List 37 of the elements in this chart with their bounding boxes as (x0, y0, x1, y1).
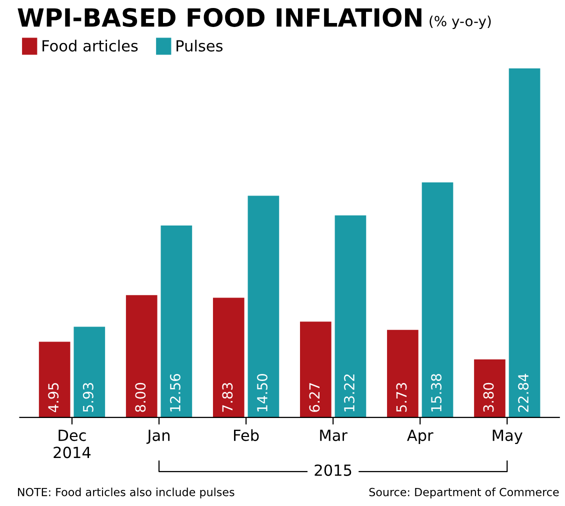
data-label: 7.83 (222, 383, 233, 412)
data-label: 13.22 (344, 374, 355, 412)
bar (126, 295, 158, 418)
x-tick-label: Mar (320, 430, 348, 442)
bar (300, 322, 332, 418)
x-tick-label: Apr (407, 430, 434, 444)
bar (160, 225, 192, 418)
bar (38, 342, 70, 418)
text: 2015 (314, 464, 352, 476)
chart-title: WPI-BASED FOOD INFLATION (18, 8, 422, 27)
data-label: 15.38 (431, 374, 442, 412)
bar (387, 330, 418, 418)
data-label: 5.93 (82, 383, 94, 412)
x-tick-label: Jan (146, 430, 170, 444)
x-tick-label: Dec 2014 (54, 430, 91, 458)
data-label: 12.56 (170, 374, 180, 412)
data-label: 8.00 (135, 382, 146, 412)
x-tick-label: May (492, 430, 522, 444)
bar (74, 326, 106, 418)
text: NOTE: Food articles also include pulses (18, 488, 234, 498)
bar (212, 298, 244, 418)
bar (422, 182, 454, 418)
legend-label: Pulses (176, 40, 223, 52)
x-tick-label: Feb (234, 429, 259, 442)
bar (508, 68, 540, 418)
bar (248, 196, 280, 418)
source-note: Source: Department of Commerce (369, 488, 559, 498)
legend-label: Food articles (42, 40, 138, 52)
data-label: 3.80 (483, 382, 494, 412)
data-label: 4.95 (48, 383, 59, 412)
data-label: 22.84 (518, 374, 529, 412)
data-label: 14.50 (256, 374, 268, 412)
data-label: 5.73 (396, 383, 407, 412)
bar (334, 215, 366, 418)
data-label: 6.27 (309, 383, 320, 412)
bar (474, 359, 506, 418)
chart-subtitle: (% y-o-y) (430, 16, 491, 30)
